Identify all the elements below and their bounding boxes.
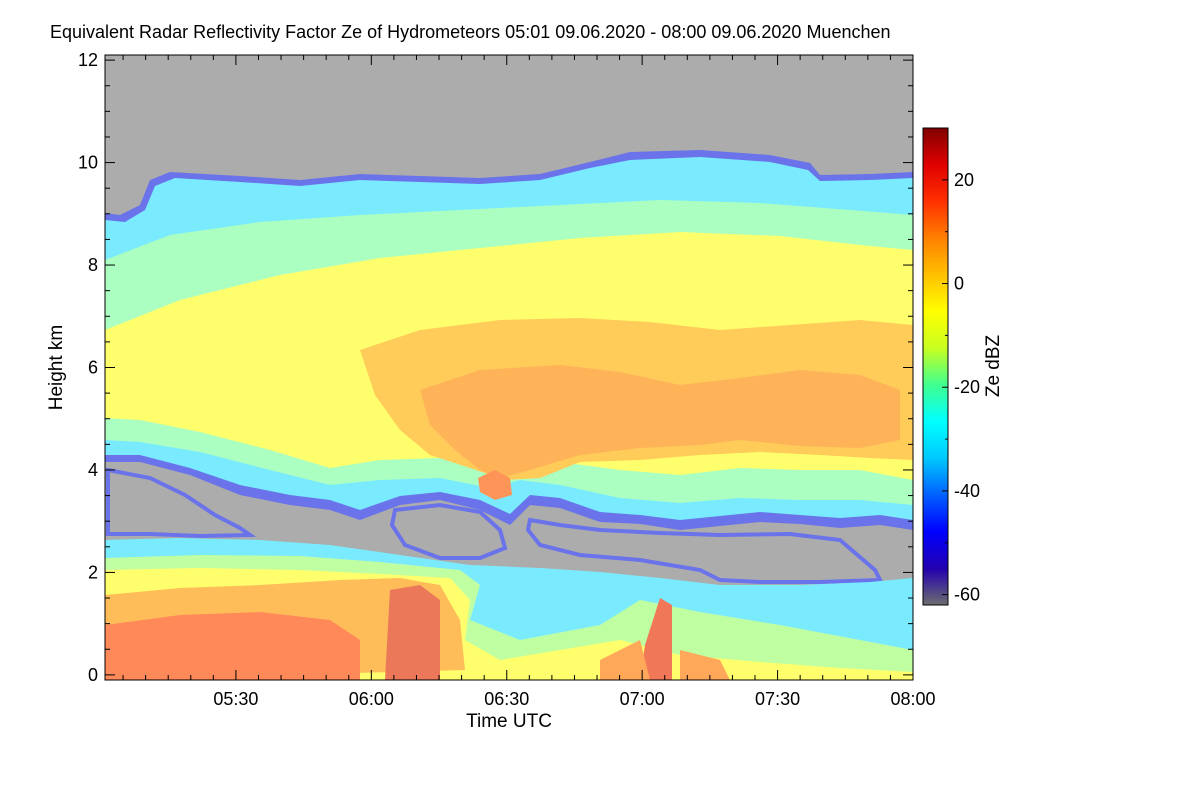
colorbar-scale [922, 127, 949, 606]
chart-title: Equivalent Radar Reflectivity Factor Ze … [50, 22, 891, 42]
colorbar-tick-label: -40 [954, 481, 980, 501]
y-tick-label: 4 [88, 460, 98, 480]
y-tick-label: 0 [88, 665, 98, 685]
y-axis-title: Height km [46, 325, 67, 411]
y-tick-label: 8 [88, 255, 98, 275]
colorbar-tick-label: 20 [954, 170, 974, 190]
colorbar-title: Ze dBZ [983, 334, 1004, 397]
colorbar-tick-label: -60 [954, 585, 980, 605]
x-axis-title: Time UTC [466, 711, 552, 732]
x-tick-label: 06:00 [349, 689, 394, 709]
x-tick-label: 05:30 [213, 689, 258, 709]
texture-overlay [105, 55, 913, 680]
y-tick-label: 10 [78, 153, 98, 173]
colorbar-tick-label: -20 [954, 377, 980, 397]
y-tick-label: 2 [88, 562, 98, 582]
y-tick-label: 6 [88, 358, 98, 378]
x-tick-label: 07:00 [620, 689, 665, 709]
x-tick-label: 06:30 [484, 689, 529, 709]
x-tick-label: 08:00 [890, 689, 935, 709]
x-tick-label: 07:30 [755, 689, 800, 709]
axes: 0 2 4 6 8 10 12 05:30 06:00 06:30 07:00 07:30 08:00 T… [46, 50, 936, 732]
colorbar-tick-label: 0 [954, 274, 964, 294]
colorbar: 20 0 -20 -40 -60 Ze dBZ [922, 127, 1004, 606]
y-tick-label: 12 [78, 50, 98, 70]
plot-area [105, 55, 913, 680]
